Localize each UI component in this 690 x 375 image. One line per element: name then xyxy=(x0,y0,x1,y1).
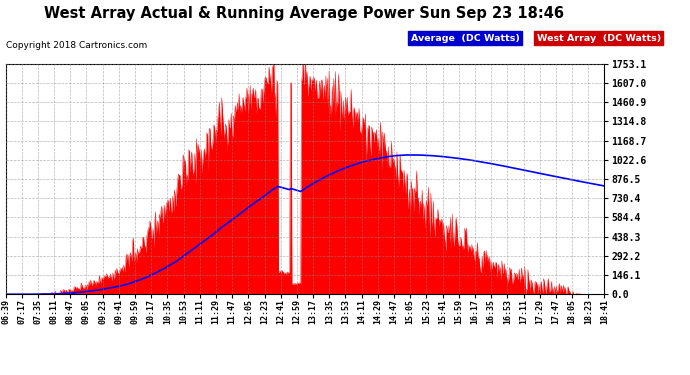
Text: West Array Actual & Running Average Power Sun Sep 23 18:46: West Array Actual & Running Average Powe… xyxy=(43,6,564,21)
Text: West Array  (DC Watts): West Array (DC Watts) xyxy=(537,34,661,43)
Text: Average  (DC Watts): Average (DC Watts) xyxy=(411,34,520,43)
Text: Copyright 2018 Cartronics.com: Copyright 2018 Cartronics.com xyxy=(6,41,147,50)
